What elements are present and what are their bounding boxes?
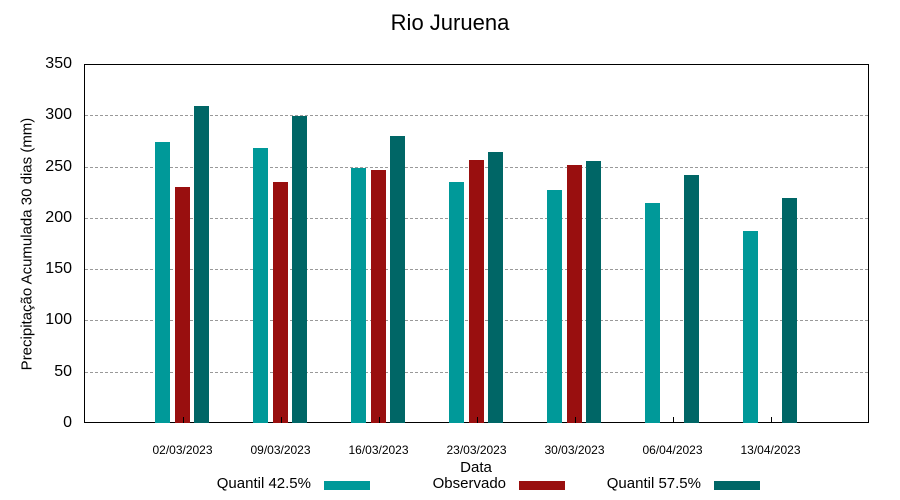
bar-quantil-57-5- (684, 174, 699, 423)
bar-quantil-57-5- (292, 116, 307, 423)
bar-quantil-57-5- (390, 135, 405, 423)
bar-observado (371, 169, 386, 423)
bar-quantil-57-5- (782, 198, 797, 423)
legend-label: Quantil 42.5% (216, 475, 311, 492)
x-tick (771, 417, 772, 423)
x-tick-label: 23/03/2023 (446, 443, 507, 457)
y-axis-label: Precipitação Acumulada 30 dias (mm) (18, 117, 36, 371)
x-tick (477, 417, 478, 423)
bar-quantil-42-5- (645, 203, 660, 423)
bar-quantil-42-5- (547, 190, 562, 423)
legend-label: Quantil 57.5% (606, 475, 701, 492)
x-tick-label: 30/03/2023 (544, 443, 605, 457)
bar-quantil-42-5- (351, 167, 366, 423)
y-tick-label: 200 (45, 208, 72, 226)
legend-swatch (714, 481, 760, 490)
x-tick-label: 02/03/2023 (152, 443, 213, 457)
bar-quantil-57-5- (586, 161, 601, 423)
x-tick (183, 417, 184, 423)
y-tick-label: 250 (45, 157, 72, 175)
y-tick-label: 150 (45, 260, 72, 278)
chart-title: Rio Juruena (390, 10, 510, 35)
gridline (85, 115, 868, 116)
x-tick (673, 417, 674, 423)
bar-observado (273, 181, 288, 423)
y-tick-label: 300 (45, 106, 72, 124)
legend-label: Observado (432, 475, 506, 492)
bar-quantil-42-5- (743, 231, 758, 423)
x-tick-label: 09/03/2023 (250, 443, 311, 457)
bar-quantil-42-5- (155, 141, 170, 423)
x-tick-label: 13/04/2023 (740, 443, 801, 457)
x-axis-label: Data (460, 459, 492, 476)
bar-observado (469, 160, 484, 423)
bar-observado (175, 187, 190, 423)
bar-quantil-42-5- (253, 148, 268, 423)
bar-observado (567, 164, 582, 423)
y-tick-label: 350 (45, 55, 72, 72)
legend-swatch (324, 481, 370, 490)
x-tick (379, 417, 380, 423)
bar-quantil-57-5- (194, 106, 209, 423)
legend-swatch (519, 481, 565, 490)
x-tick-label: 06/04/2023 (642, 443, 703, 457)
x-tick (281, 417, 282, 423)
y-tick-label: 0 (63, 414, 72, 431)
x-tick-label: 16/03/2023 (348, 443, 409, 457)
y-tick-label: 100 (45, 311, 72, 329)
y-tick-label: 50 (54, 362, 72, 380)
bar-quantil-57-5- (488, 152, 503, 423)
x-tick (575, 417, 576, 423)
bar-quantil-42-5- (449, 181, 464, 423)
